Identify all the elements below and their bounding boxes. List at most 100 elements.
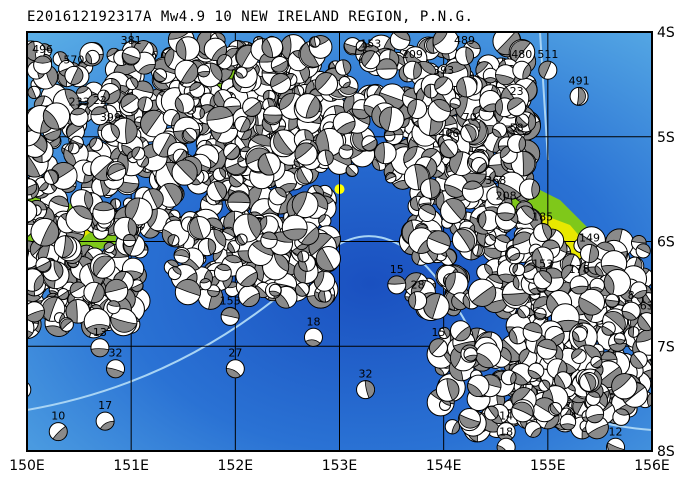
beachball: [294, 166, 314, 186]
event-label: 491: [569, 74, 590, 87]
event-label: 381: [121, 34, 142, 47]
event-label: 562: [0, 53, 18, 66]
event-label: 58: [510, 122, 524, 135]
beachball: [627, 326, 640, 338]
beachball: [455, 46, 474, 66]
beachball: [461, 180, 484, 203]
beachball: [470, 157, 487, 174]
event-label: 14: [499, 410, 513, 423]
beachball: [262, 105, 283, 126]
beachball: [131, 146, 146, 161]
beachball: [378, 106, 405, 133]
beachball: [515, 205, 536, 225]
beachball: [384, 171, 397, 184]
beachball: [187, 215, 212, 241]
beachball: [42, 102, 71, 130]
beachball: [335, 59, 352, 76]
beachball: [225, 359, 245, 379]
beachball: [482, 67, 499, 84]
beachball: [472, 244, 485, 257]
map-title: E201612192317A Mw4.9 10 NEW IRELAND REGI…: [27, 9, 474, 25]
event-label: 153: [360, 38, 381, 51]
beachball: [355, 40, 367, 52]
beachballs: [27, 32, 652, 451]
event-label: 185: [532, 211, 553, 224]
event-label: 8: [628, 289, 635, 302]
event-label: 27: [228, 347, 242, 360]
beachball: [167, 234, 180, 247]
beachball: [234, 115, 251, 133]
beachball: [383, 130, 396, 142]
beachball: [463, 347, 478, 362]
beachball: [157, 182, 183, 208]
event-label: 15: [431, 326, 445, 339]
event-label: 23: [510, 85, 524, 98]
beachball: [33, 55, 53, 75]
beachball: [104, 278, 129, 303]
beachball: [30, 217, 60, 247]
event-label: 70: [463, 111, 477, 124]
beachball: [213, 263, 232, 282]
beachball: [318, 214, 332, 228]
beachball: [315, 127, 344, 157]
beachball: [65, 205, 93, 233]
beachball: [630, 351, 648, 369]
beachball: [613, 332, 626, 345]
beachball: [92, 201, 116, 225]
x-tick-label: 156E: [634, 458, 670, 474]
beachball: [457, 408, 481, 432]
beachball: [517, 305, 531, 319]
event-label: 178: [569, 263, 590, 276]
beachball: [514, 113, 530, 128]
beachball: [637, 312, 652, 332]
beachball: [538, 60, 558, 80]
x-tick-label: 155E: [530, 458, 566, 474]
beachball: [67, 142, 80, 155]
beachball: [484, 405, 499, 421]
beachball: [451, 227, 478, 253]
beachball: [419, 178, 441, 199]
beachball: [303, 327, 323, 347]
beachball: [611, 373, 638, 400]
beachball: [508, 38, 536, 66]
beachball: [106, 161, 127, 181]
beachball: [496, 437, 516, 451]
beachball: [227, 190, 251, 214]
beachball: [571, 326, 588, 342]
beachball: [27, 178, 38, 196]
beachball: [317, 149, 334, 167]
beachball: [435, 378, 460, 402]
beachball: [197, 64, 211, 78]
event-label: 17: [98, 399, 112, 412]
beachball: [361, 50, 381, 70]
beachball: [533, 307, 547, 321]
beachball: [511, 399, 535, 423]
beachball: [524, 420, 542, 438]
beachball: [89, 137, 104, 152]
beachball: [467, 374, 490, 398]
beachball: [361, 135, 378, 152]
beachball: [268, 187, 287, 206]
beachball: [426, 230, 451, 255]
beachball: [238, 285, 261, 308]
event-label: 153: [220, 294, 241, 307]
beachball: [612, 408, 630, 426]
beachball: [171, 159, 198, 186]
beachball: [635, 243, 651, 259]
beachball: [315, 245, 341, 272]
beachball: [64, 65, 84, 85]
x-tick-label: 152E: [218, 458, 254, 474]
beachball: [260, 231, 278, 249]
y-tick-label: 7S: [657, 339, 675, 355]
beachball: [69, 107, 89, 127]
beachball: [295, 93, 321, 119]
beachball: [48, 422, 68, 442]
beachball: [621, 301, 641, 321]
beachball: [35, 256, 52, 273]
x-tick-label: 153E: [322, 458, 358, 474]
beachball: [484, 233, 497, 246]
beachball: [604, 293, 620, 308]
beachball: [90, 338, 110, 358]
beachball: [121, 46, 141, 66]
